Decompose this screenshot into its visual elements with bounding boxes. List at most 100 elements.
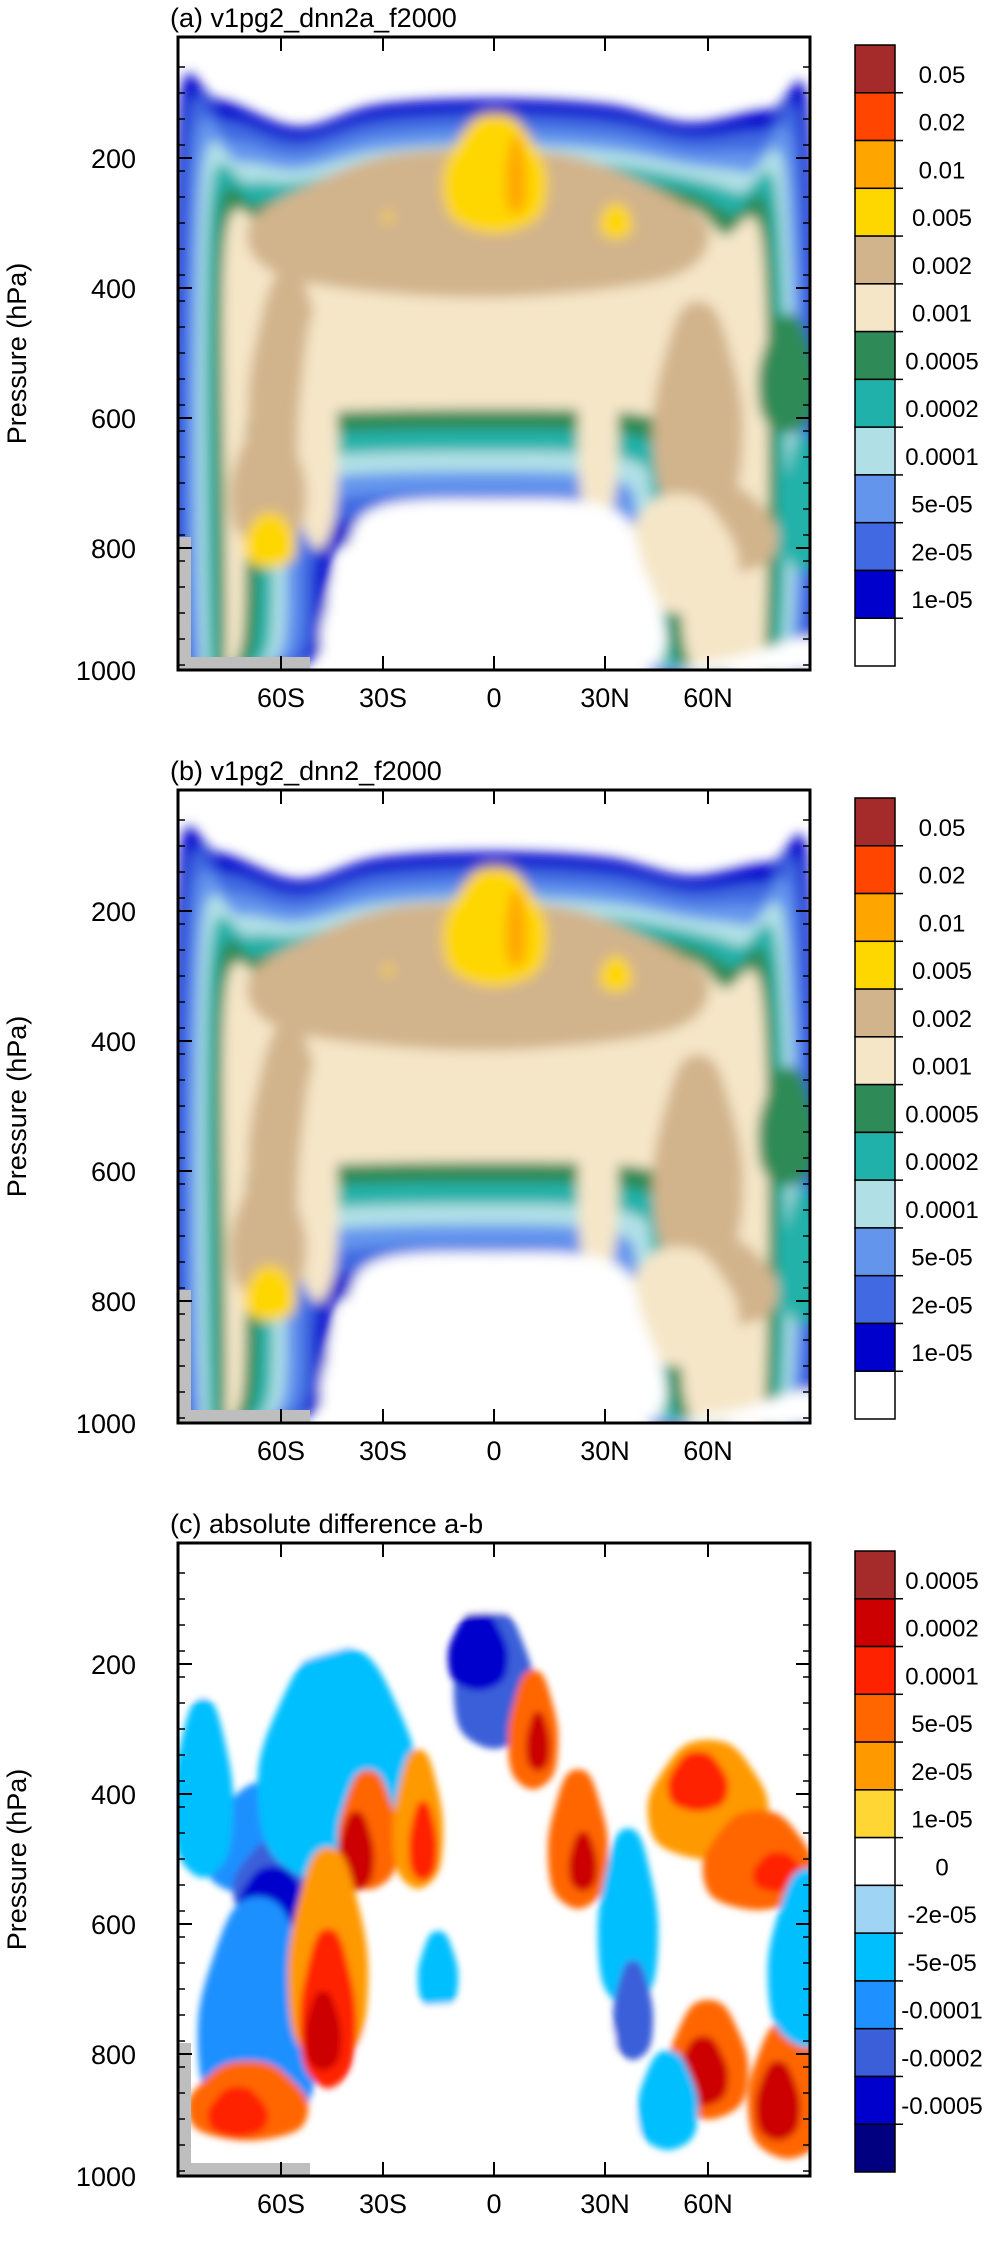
contour-band <box>652 301 744 521</box>
colorbar-label: 0.0001 <box>905 1663 978 1690</box>
contour-field <box>178 1543 810 2176</box>
colorbar-swatch <box>854 569 896 619</box>
colorbar-swatch <box>854 1227 896 1277</box>
colorbar-swatch <box>854 617 896 667</box>
colorbar-label: -0.0001 <box>901 1998 982 2025</box>
colorbar-label: 2e-05 <box>911 1292 972 1319</box>
colorbar-swatch <box>854 1980 896 2030</box>
colorbar-swatch <box>854 1932 896 1982</box>
colorbar-swatch <box>854 474 896 524</box>
y-tick-label: 200 <box>91 1650 136 1680</box>
y-tick-label: 1000 <box>76 2162 136 2192</box>
x-tick-label: 30S <box>359 683 407 713</box>
y-tick-label: 200 <box>91 897 136 927</box>
contour-band <box>207 2086 269 2137</box>
colorbar-label: 5e-05 <box>911 1711 972 1738</box>
contour-band <box>525 1711 551 1772</box>
empty-region <box>676 636 810 670</box>
colorbar-swatch <box>854 2075 896 2125</box>
empty-region <box>320 1251 667 1423</box>
colorbar-label: -5e-05 <box>907 1950 976 1977</box>
contour-band <box>304 1990 342 2071</box>
panel-b: (b) v1pg2_dnn2_f2000 Pressure (hPa) 200 400… <box>2 756 979 1466</box>
contour-band <box>612 1960 654 2061</box>
y-tick-label: 600 <box>91 1157 136 1187</box>
colorbar-label: 0.0002 <box>905 1149 978 1176</box>
colorbar-label: 1e-05 <box>911 587 972 614</box>
colorbar-swatch <box>854 1741 896 1791</box>
contour-band <box>229 418 307 549</box>
colorbar-label: 0.02 <box>919 110 966 137</box>
colorbar-swatch <box>854 378 896 428</box>
colorbar-swatch <box>854 521 896 572</box>
colorbar-swatch <box>854 940 896 990</box>
x-tick-label: 0 <box>486 1436 501 1466</box>
colorbar-label: 5e-05 <box>911 1245 972 1272</box>
contour-band <box>755 2060 801 2141</box>
colorbar-swatch <box>854 187 896 237</box>
colorbar-swatch <box>854 1836 896 1887</box>
colorbar-label: -0.0002 <box>901 2045 982 2072</box>
panel-c: (c) absolute difference a-b Pressure (hPa… <box>2 1509 983 2219</box>
colorbar-swatch <box>854 1370 896 1420</box>
colorbar-swatch <box>854 845 896 895</box>
x-tick-label: 60N <box>683 1436 733 1466</box>
contour-band <box>382 211 394 222</box>
colorbar-label: 0.005 <box>912 958 972 985</box>
colorbar-label: 0 <box>935 1854 948 1881</box>
colorbar-label: 0.001 <box>912 301 972 328</box>
colorbar-label: -2e-05 <box>907 1902 976 1929</box>
contour-band <box>667 1751 729 1812</box>
colorbar-swatch <box>854 330 896 381</box>
colorbar-swatch <box>854 1884 896 1934</box>
colorbar-swatch <box>854 797 896 847</box>
colorbar-swatch <box>854 139 896 190</box>
contour-band <box>757 1066 810 1187</box>
contour-band <box>597 1828 659 2008</box>
colorbar-label: 0.002 <box>912 1006 972 1033</box>
contour-band <box>599 203 633 239</box>
colorbar-label: 0.0005 <box>905 1101 978 1128</box>
colorbar-swatch <box>854 1789 896 1839</box>
contour-band <box>297 1063 339 1303</box>
contour-band <box>229 1171 307 1302</box>
contour-band <box>782 1186 810 1326</box>
colorbar-label: 1e-05 <box>911 1340 972 1367</box>
colorbar-swatch <box>854 235 896 285</box>
colorbar-label: 0.01 <box>919 910 966 937</box>
colorbar-swatch <box>854 2123 896 2173</box>
x-tick-label: 30N <box>580 1436 630 1466</box>
colorbar-swatch <box>854 1083 896 1134</box>
contour-band <box>243 512 297 569</box>
colorbar-label: 0.05 <box>919 62 966 89</box>
y-tick-label: 600 <box>91 404 136 434</box>
panel-title: (a) v1pg2_dnn2a_f2000 <box>170 3 457 33</box>
colorbar-swatch <box>854 426 896 476</box>
colorbar-swatch <box>854 1645 896 1696</box>
contour-field <box>178 73 810 670</box>
panel-title: (b) v1pg2_dnn2_f2000 <box>170 756 442 786</box>
contour-band <box>178 1698 234 1878</box>
colorbar-label: 5e-05 <box>911 492 972 519</box>
contour-fill <box>178 826 810 1423</box>
colorbar: 0.05 0.02 0.01 0.005 0.002 0.001 0.0005 0.0002 0… <box>854 797 979 1420</box>
colorbar-swatch <box>854 1131 896 1181</box>
panel-title: (c) absolute difference a-b <box>170 1509 483 1539</box>
colorbar-label: 0.02 <box>919 863 966 890</box>
colorbar-label: 0.0001 <box>905 1197 978 1224</box>
colorbar-label: 2e-05 <box>911 539 972 566</box>
contour-band <box>757 313 810 434</box>
contour-band <box>599 956 633 992</box>
x-tick-label: 30S <box>359 2189 407 2219</box>
colorbar-label: 0.001 <box>912 1054 972 1081</box>
x-tick-label: 30N <box>580 2189 630 2219</box>
y-axis-label: Pressure (hPa) <box>2 1769 32 1951</box>
colorbar-swatch <box>854 1598 896 1648</box>
contour-band <box>408 1800 438 1881</box>
colorbar-label: -0.0005 <box>901 2093 982 2120</box>
contour-fill <box>178 73 810 670</box>
y-tick-label: 1000 <box>76 656 136 686</box>
x-tick-label: 60N <box>683 683 733 713</box>
y-tick-label: 800 <box>91 1287 136 1317</box>
